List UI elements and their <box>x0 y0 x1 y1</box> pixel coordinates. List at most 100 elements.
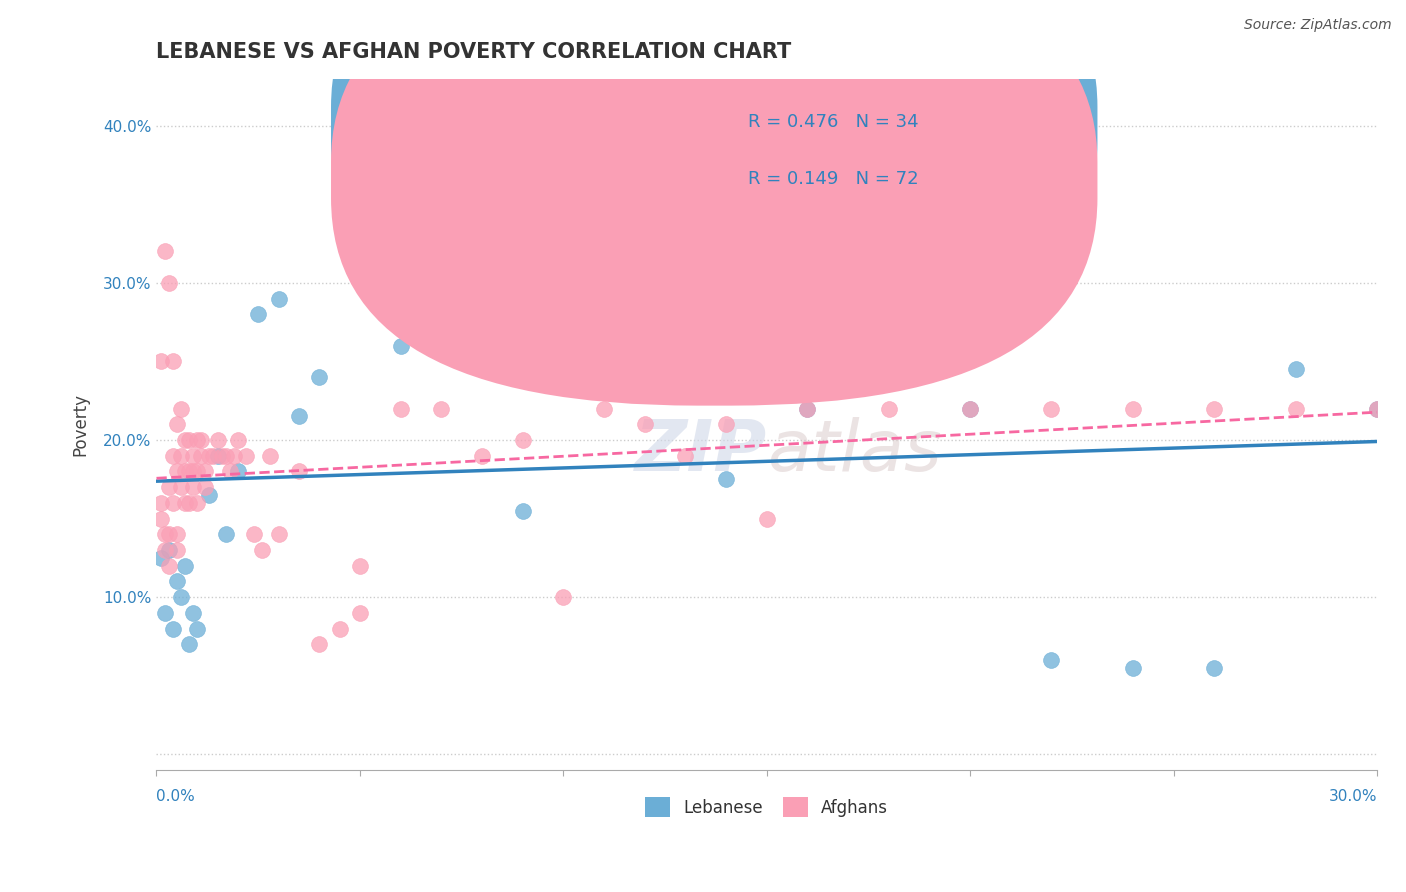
Point <box>1122 661 1144 675</box>
Point <box>243 527 266 541</box>
Point <box>247 307 270 321</box>
Point <box>235 449 257 463</box>
Text: LEBANESE VS AFGHAN POVERTY CORRELATION CHART: LEBANESE VS AFGHAN POVERTY CORRELATION C… <box>156 42 792 62</box>
FancyBboxPatch shape <box>330 0 1098 406</box>
Point <box>181 480 204 494</box>
Point <box>1204 661 1226 675</box>
Text: 0.0%: 0.0% <box>156 789 195 804</box>
Point <box>471 449 494 463</box>
Point <box>186 622 208 636</box>
Point <box>186 496 208 510</box>
Text: atlas: atlas <box>766 417 942 486</box>
Point <box>553 331 575 345</box>
Point <box>166 417 188 432</box>
Point <box>170 401 193 416</box>
Point <box>634 370 657 384</box>
Point <box>389 339 412 353</box>
Point <box>198 488 221 502</box>
Text: ZIP: ZIP <box>634 417 766 486</box>
Point <box>186 465 208 479</box>
Point <box>288 409 311 424</box>
Point <box>211 449 233 463</box>
Point <box>512 504 534 518</box>
Point <box>259 449 281 463</box>
Point <box>512 433 534 447</box>
Point <box>198 449 221 463</box>
Point <box>329 622 352 636</box>
Point <box>174 433 197 447</box>
Text: R = 0.476   N = 34: R = 0.476 N = 34 <box>748 113 920 131</box>
Point <box>214 449 236 463</box>
Point <box>471 150 494 164</box>
Point <box>157 558 180 573</box>
Point <box>194 465 217 479</box>
Point <box>430 323 453 337</box>
Point <box>181 465 204 479</box>
Point <box>959 401 981 416</box>
Point <box>959 401 981 416</box>
Point <box>267 527 290 541</box>
Point <box>194 480 217 494</box>
Point <box>162 496 184 510</box>
Point <box>157 527 180 541</box>
Point <box>162 622 184 636</box>
Point <box>349 197 371 211</box>
Point <box>174 465 197 479</box>
Point <box>267 292 290 306</box>
Text: 30.0%: 30.0% <box>1329 789 1376 804</box>
Point <box>170 480 193 494</box>
Point <box>796 401 818 416</box>
Point <box>389 401 412 416</box>
Point <box>157 543 180 558</box>
Point <box>1204 401 1226 416</box>
Point <box>174 496 197 510</box>
Point <box>1365 401 1388 416</box>
Point <box>755 511 778 525</box>
Point <box>222 449 245 463</box>
Point <box>1040 401 1063 416</box>
Point <box>288 465 311 479</box>
Point <box>170 590 193 604</box>
Legend: Lebanese, Afghans: Lebanese, Afghans <box>638 790 896 824</box>
Point <box>153 244 176 259</box>
Point <box>877 307 900 321</box>
Point <box>166 574 188 589</box>
Point <box>157 276 180 290</box>
Text: R = 0.149   N = 72: R = 0.149 N = 72 <box>748 169 920 188</box>
Point <box>170 449 193 463</box>
Point <box>153 527 176 541</box>
Point <box>177 496 200 510</box>
Point <box>202 449 225 463</box>
Point <box>162 354 184 368</box>
Point <box>190 449 212 463</box>
Point <box>149 496 172 510</box>
Point <box>207 433 229 447</box>
FancyBboxPatch shape <box>330 0 1098 351</box>
Point <box>162 449 184 463</box>
Point <box>166 527 188 541</box>
Point <box>190 433 212 447</box>
Point <box>553 590 575 604</box>
Point <box>174 558 197 573</box>
Point <box>218 465 240 479</box>
Point <box>1365 401 1388 416</box>
Point <box>308 370 330 384</box>
Point <box>593 401 616 416</box>
Point <box>226 433 249 447</box>
Point <box>149 511 172 525</box>
Point <box>349 606 371 620</box>
Point <box>214 527 236 541</box>
Point <box>1284 362 1306 376</box>
Point <box>153 543 176 558</box>
Point <box>181 449 204 463</box>
Point <box>714 472 737 486</box>
Point <box>166 465 188 479</box>
Point <box>1040 653 1063 667</box>
Point <box>226 465 249 479</box>
Point <box>634 417 657 432</box>
Point <box>149 354 172 368</box>
Point <box>186 433 208 447</box>
Point <box>877 401 900 416</box>
Point <box>166 543 188 558</box>
Point <box>1284 401 1306 416</box>
